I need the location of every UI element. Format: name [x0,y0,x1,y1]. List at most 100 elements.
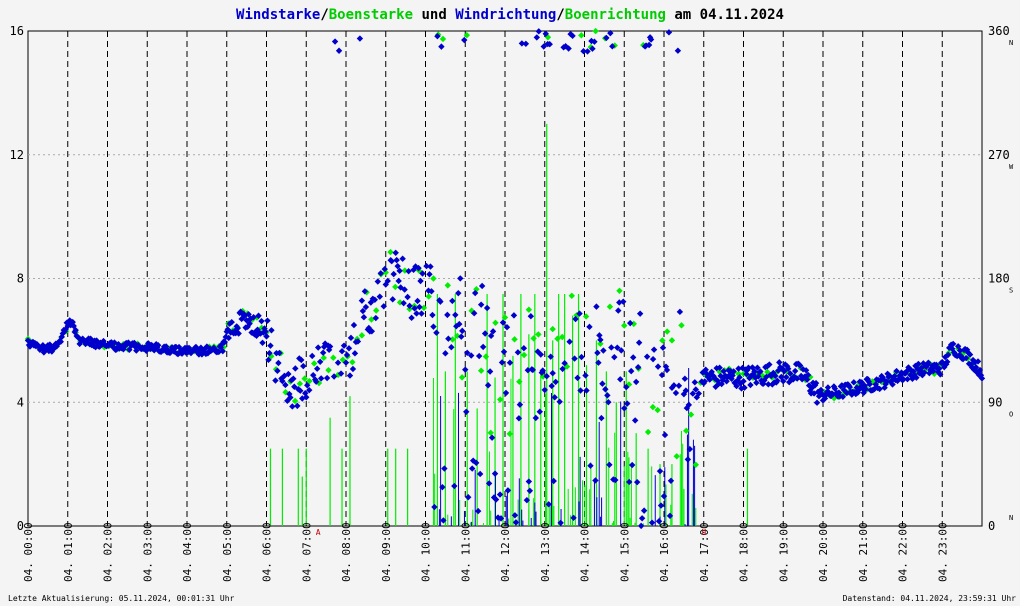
wind-direction-point [648,519,656,526]
wind-direction-point [546,41,553,48]
wind-direction-point [729,372,736,379]
wind-direction-point [588,37,595,45]
wind-direction-point [798,376,806,383]
wind-direction-point [893,367,900,375]
wind-direction-point [532,414,540,422]
wind-direction-point [685,401,693,409]
wind-direction-point [718,380,725,388]
wind-direction-point [316,358,324,365]
wind-direction-points-layer [24,28,986,530]
wind-direction-point [303,394,310,401]
wind-direction-point [511,512,519,519]
wind-direction-point [415,264,422,272]
x-tick-label: 04. 16:00 [658,522,671,582]
wind-direction-point [747,381,754,389]
gust-direction-point [959,350,967,357]
wind-direction-point [647,36,655,43]
wind-direction-point [740,377,747,385]
wind-direction-point [264,317,271,324]
wind-direction-point [486,368,494,375]
wind-direction-point [944,358,951,366]
wind-direction-point [785,365,792,372]
gust-direction-point [573,312,580,319]
wind-direction-point [881,384,888,391]
wind-direction-point [455,289,462,297]
wind-direction-point [53,342,61,350]
wind-direction-point [345,345,353,352]
wind-direction-point [903,368,910,375]
wind-direction-point [802,367,810,374]
wind-direction-point [413,310,420,317]
wind-direction-point [757,368,764,375]
gust-direction-point [296,380,304,387]
wind-direction-point [586,323,593,331]
wind-direction-point [572,315,579,323]
wind-direction-point [565,45,572,52]
wind-direction-point [776,359,783,366]
wind-direction-point [674,47,682,54]
wind-direction-point [632,378,640,386]
wind-direction-point [949,340,957,348]
gust-direction-point [606,303,614,310]
gust-direction-point [477,367,485,374]
wind-direction-point [766,361,773,368]
wind-direction-point [263,333,270,340]
wind-direction-point [238,315,245,323]
wind-direction-point [584,48,591,55]
wind-direction-point [583,387,590,394]
gust-direction-point [616,287,623,294]
wind-direction-point [262,328,269,335]
wind-direction-point [298,356,305,364]
wind-direction-point [559,365,566,373]
wind-direction-point [368,328,376,335]
wind-direction-point [917,367,924,374]
wind-direction-point [768,372,775,380]
wind-direction-point [401,286,408,293]
wind-direction-point [297,387,304,394]
wind-direction-point [452,311,459,319]
wind-direction-point [656,467,664,475]
wind-direction-point [335,47,343,54]
x-tick-label: 04. 05:00 [221,522,234,582]
wind-direction-point [659,344,667,351]
gust-direction-point [644,428,652,436]
gust-direction-point [358,332,366,339]
wind-direction-point [675,382,683,389]
wind-direction-point [774,377,781,384]
wind-direction-point [966,351,974,358]
wind-direction-point [765,381,772,388]
wind-direction-point [395,277,402,285]
gust-direction-point [649,403,657,411]
wind-direction-point [977,371,985,379]
wind-direction-point [791,367,799,375]
wind-direction-point [778,373,785,381]
wind-direction-point [900,376,907,383]
wind-direction-point [604,392,611,399]
wind-direction-point [337,370,345,377]
wind-direction-point [309,352,316,360]
wind-direction-point [503,324,511,331]
wind-direction-point [950,349,958,356]
wind-direction-point [72,326,79,334]
wind-direction-point [481,330,489,337]
wind-direction-point [485,480,493,487]
wind-direction-point [423,262,430,270]
wind-direction-point [549,369,556,377]
y-tick-label: 8 [17,272,24,286]
wind-direction-point [967,361,975,368]
wind-direction-point [361,288,369,295]
wind-direction-point [445,335,452,342]
wind-direction-point [728,375,735,382]
gust-direction-point [444,282,451,289]
wind-direction-point [974,358,982,365]
wind-direction-point [392,249,399,256]
wind-direction-point [427,263,434,270]
wind-direction-point [551,394,558,401]
wind-direction-point [804,371,812,379]
wind-direction-point [439,483,446,491]
wind-direction-point [906,365,913,372]
wind-direction-point [351,350,359,357]
wind-direction-point [499,319,507,326]
wind-direction-point [753,379,760,386]
